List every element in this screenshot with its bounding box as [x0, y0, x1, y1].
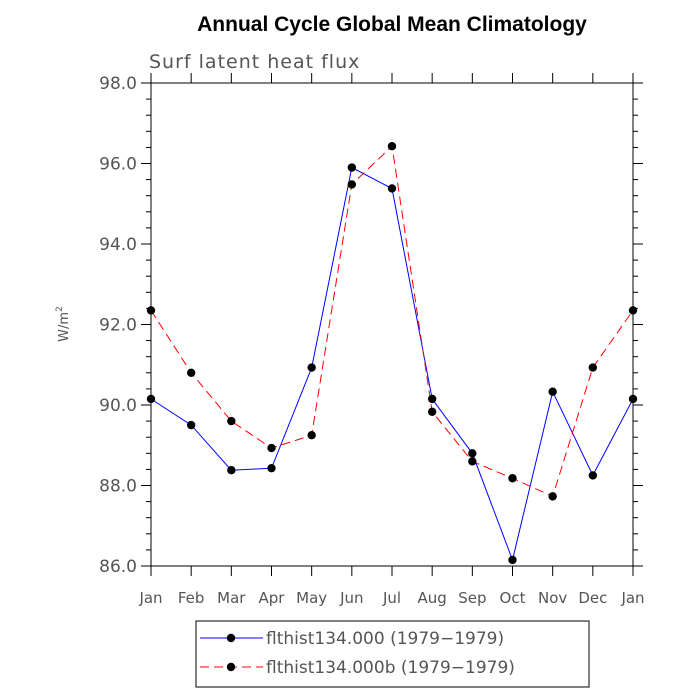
data-point-series-0 — [387, 184, 397, 193]
data-point-series-0 — [307, 363, 316, 372]
y-tick-label: 88.0 — [99, 477, 137, 497]
series-line-0 — [150, 166, 634, 562]
data-point-series-0 — [588, 471, 598, 480]
data-point-series-1 — [146, 306, 156, 315]
data-point-series-1 — [468, 457, 477, 466]
y-tick-label: 90.0 — [99, 396, 137, 416]
legend-marker-1 — [226, 662, 236, 672]
y-tick-label: 94.0 — [99, 235, 137, 255]
data-point-series-0 — [227, 466, 236, 475]
data-point-series-1 — [347, 180, 357, 189]
data-point-series-1 — [186, 368, 196, 377]
series-layer — [146, 141, 638, 565]
chart-subtitle: Surf latent heat flux — [149, 51, 360, 73]
data-point-series-1 — [427, 407, 437, 417]
x-tick-label: May — [296, 589, 327, 607]
x-tick-label: Jan — [620, 589, 644, 607]
legend-label-1: flthist134.000b (1979−1979) — [266, 658, 515, 678]
y-tick-label: 92.0 — [99, 316, 137, 336]
data-point-series-0 — [548, 387, 557, 396]
y-tick-label: 96.0 — [99, 155, 137, 175]
data-point-series-1 — [387, 141, 397, 151]
x-tick-label: Jan — [138, 589, 162, 607]
data-point-series-1 — [227, 416, 236, 426]
data-point-series-0 — [146, 394, 156, 404]
x-tick-label: Feb — [178, 589, 205, 607]
data-point-series-0 — [186, 420, 196, 430]
x-tick-label: Aug — [418, 589, 447, 607]
y-tick-label: 86.0 — [99, 557, 137, 577]
legend-marker-0 — [226, 633, 236, 643]
data-point-series-0 — [468, 449, 477, 458]
y-tick-label: 98.0 — [99, 74, 137, 94]
data-point-series-0 — [508, 555, 517, 565]
x-tick-label: Jul — [382, 589, 401, 607]
x-tick-label: Mar — [217, 589, 246, 607]
data-point-series-0 — [628, 394, 638, 404]
data-point-series-1 — [548, 492, 557, 501]
data-point-series-1 — [628, 306, 638, 315]
data-point-series-1 — [267, 443, 276, 453]
y-tick-labels: 86.0 88.0 90.0 92.0 94.0 96.0 98.0 — [99, 74, 137, 577]
x-tick-label: Nov — [538, 589, 567, 607]
data-point-series-1 — [307, 430, 316, 440]
x-tick-labels: Jan Feb Mar Apr May Jun Jul Aug Sep Oct Nov Dec Jan — [138, 589, 644, 607]
y-axis-label: W/m2 — [55, 306, 72, 342]
x-tick-label: Oct — [500, 589, 526, 607]
x-tick-label: Sep — [458, 589, 486, 607]
data-point-series-1 — [588, 363, 598, 372]
series-line-1 — [150, 145, 634, 498]
x-tick-label: Apr — [259, 589, 286, 607]
data-point-series-0 — [347, 163, 357, 172]
legend: flthist134.000 (1979−1979) flthist134.00… — [195, 620, 590, 688]
legend-box — [195, 620, 590, 688]
legend-label-0: flthist134.000 (1979−1979) — [266, 629, 504, 649]
data-point-series-0 — [427, 394, 437, 404]
x-tick-label: Dec — [578, 589, 607, 607]
x-tick-label: Jun — [339, 589, 363, 607]
plot-frame — [150, 82, 634, 567]
data-point-series-1 — [508, 474, 517, 483]
data-point-series-0 — [267, 463, 276, 473]
chart-title: Annual Cycle Global Mean Climatology — [197, 13, 587, 36]
y-axis-label-text: W/m — [57, 312, 72, 342]
y-axis-label-superscript: 2 — [55, 306, 65, 312]
